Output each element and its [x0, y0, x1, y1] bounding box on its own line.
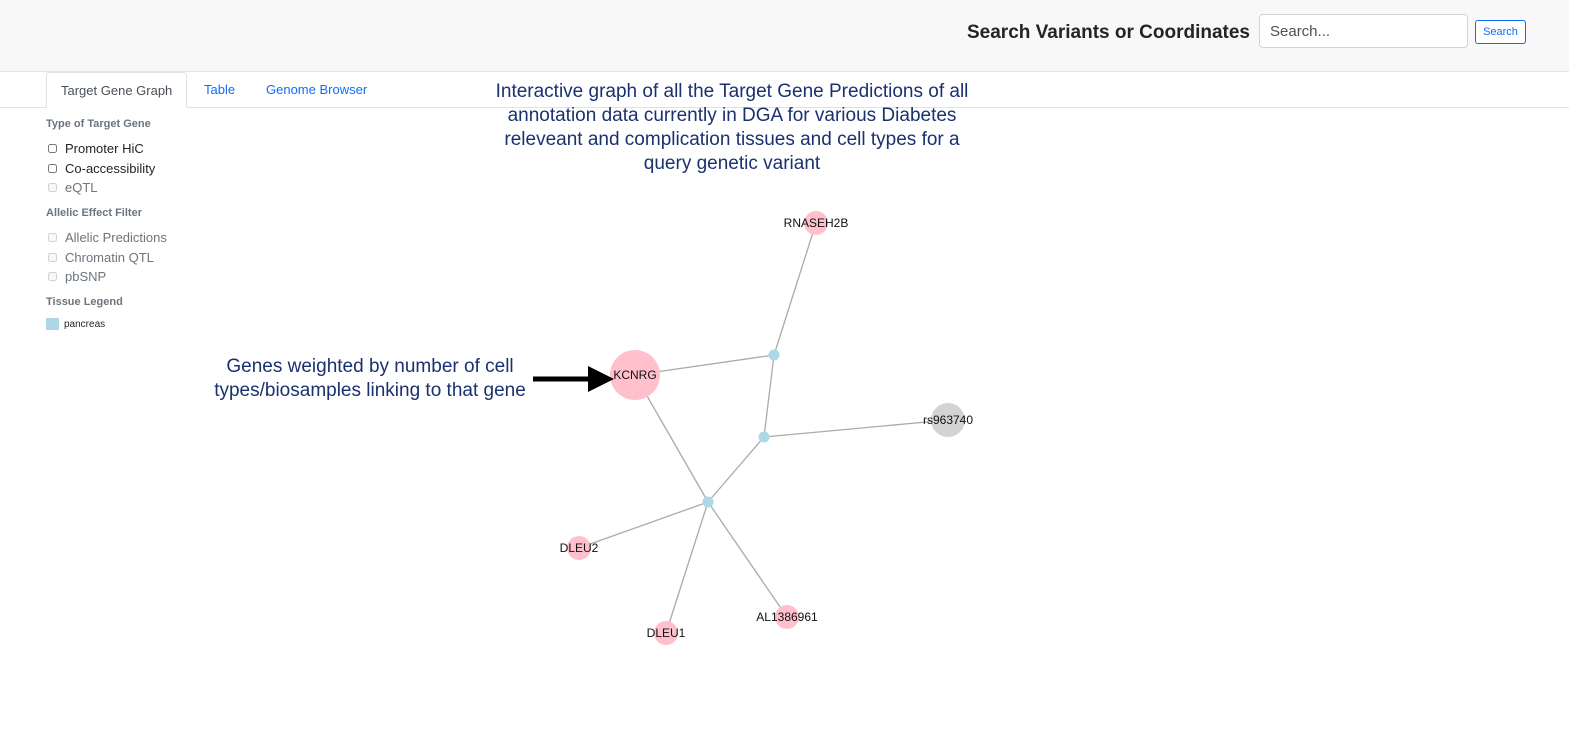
variant-node-rs963740[interactable]: rs963740: [923, 403, 973, 437]
search-title: Search Variants or Coordinates: [967, 22, 1250, 43]
node-label: rs963740: [923, 413, 973, 427]
gene-weight-annotation: Genes weighted by number of cell types/b…: [214, 356, 526, 401]
co-accessibility-checkbox[interactable]: [48, 163, 57, 173]
chromatin-qtl-label: Chromatin QTL: [65, 249, 154, 265]
tissue-node[interactable]: [702, 496, 714, 508]
tab-target-gene-graph[interactable]: Target Gene Graph: [46, 72, 188, 108]
filter-promoter-hic[interactable]: Promoter HiC: [46, 139, 144, 157]
filter-eqtl[interactable]: eQTL: [46, 178, 98, 196]
promoter-hic-label: Promoter HiC: [65, 140, 144, 156]
node-label: AL1386961: [756, 610, 818, 624]
node-circle[interactable]: [768, 349, 780, 361]
filter-co-accessibility[interactable]: Co-accessibility: [46, 159, 155, 177]
node-circle[interactable]: [758, 431, 770, 443]
graph-edge: [578, 501, 709, 549]
pbsnp-label: pbSNP: [65, 268, 107, 284]
graph-edge: [707, 436, 765, 503]
eqtl-label: eQTL: [65, 179, 98, 195]
node-circle[interactable]: [931, 403, 965, 437]
allelic-effect-heading: Allelic Effect Filter: [46, 207, 142, 219]
filter-allelic-predictions[interactable]: Allelic Predictions: [46, 228, 167, 246]
view-tabs: Target Gene Graph Table Genome Browser: [0, 72, 1569, 108]
node-circle[interactable]: [654, 621, 678, 645]
graph-edge: [763, 354, 775, 438]
tab-table[interactable]: Table: [204, 82, 236, 97]
promoter-hic-checkbox[interactable]: [48, 143, 57, 153]
node-circle[interactable]: [610, 350, 660, 400]
allelic-predictions-checkbox[interactable]: [48, 232, 57, 242]
node-circle[interactable]: [567, 536, 591, 560]
gene-node-rnaseh2b[interactable]: RNASEH2B: [784, 211, 849, 235]
chromatin-qtl-checkbox[interactable]: [48, 252, 57, 262]
graph-edges: [578, 222, 949, 634]
allelic-predictions-label: Allelic Predictions: [65, 229, 167, 245]
node-label: RNASEH2B: [784, 216, 849, 230]
legend-item-pancreas: pancreas: [46, 318, 105, 330]
graph-edge: [665, 501, 709, 634]
gene-node-al1386961[interactable]: AL1386961: [756, 605, 818, 629]
graph-edge: [773, 222, 817, 356]
search-input[interactable]: [1259, 14, 1468, 48]
node-label: DLEU1: [647, 626, 686, 640]
top-navbar: Search Variants or Coordinates Search: [0, 0, 1569, 72]
legend-label-pancreas: pancreas: [64, 318, 106, 330]
node-label: KCNRG: [613, 368, 656, 382]
graph-edge: [707, 501, 788, 618]
graph-description-annotation: Interactive graph of all the Target Gene…: [495, 81, 969, 174]
graph-nodes: RNASEH2B KCNRG rs963740 DLEU2 DLEU1 AL1386961: [560, 211, 973, 645]
gene-node-dleu1[interactable]: DLEU1: [647, 621, 686, 645]
tab-genome-browser[interactable]: Genome Browser: [266, 82, 368, 97]
eqtl-checkbox[interactable]: [48, 182, 57, 192]
node-circle[interactable]: [702, 496, 714, 508]
co-accessibility-label: Co-accessibility: [65, 160, 156, 176]
search-button[interactable]: Search: [1475, 20, 1526, 44]
filter-chromatin-qtl[interactable]: Chromatin QTL: [46, 248, 154, 266]
target-gene-type-heading: Type of Target Gene: [46, 118, 151, 130]
tissue-node[interactable]: [758, 431, 770, 443]
tissue-node[interactable]: [768, 349, 780, 361]
gene-node-kcnrg[interactable]: KCNRG: [610, 350, 660, 400]
graph-edge: [763, 419, 949, 438]
pbsnp-checkbox[interactable]: [48, 271, 57, 281]
tissue-legend-heading: Tissue Legend: [46, 296, 123, 308]
node-circle[interactable]: [804, 211, 828, 235]
filter-pbsnp[interactable]: pbSNP: [46, 267, 106, 285]
node-circle[interactable]: [775, 605, 799, 629]
pancreas-swatch: [46, 318, 59, 330]
gene-node-dleu2[interactable]: DLEU2: [560, 536, 599, 560]
arrow-annotation: [533, 366, 614, 392]
node-label: DLEU2: [560, 541, 599, 555]
